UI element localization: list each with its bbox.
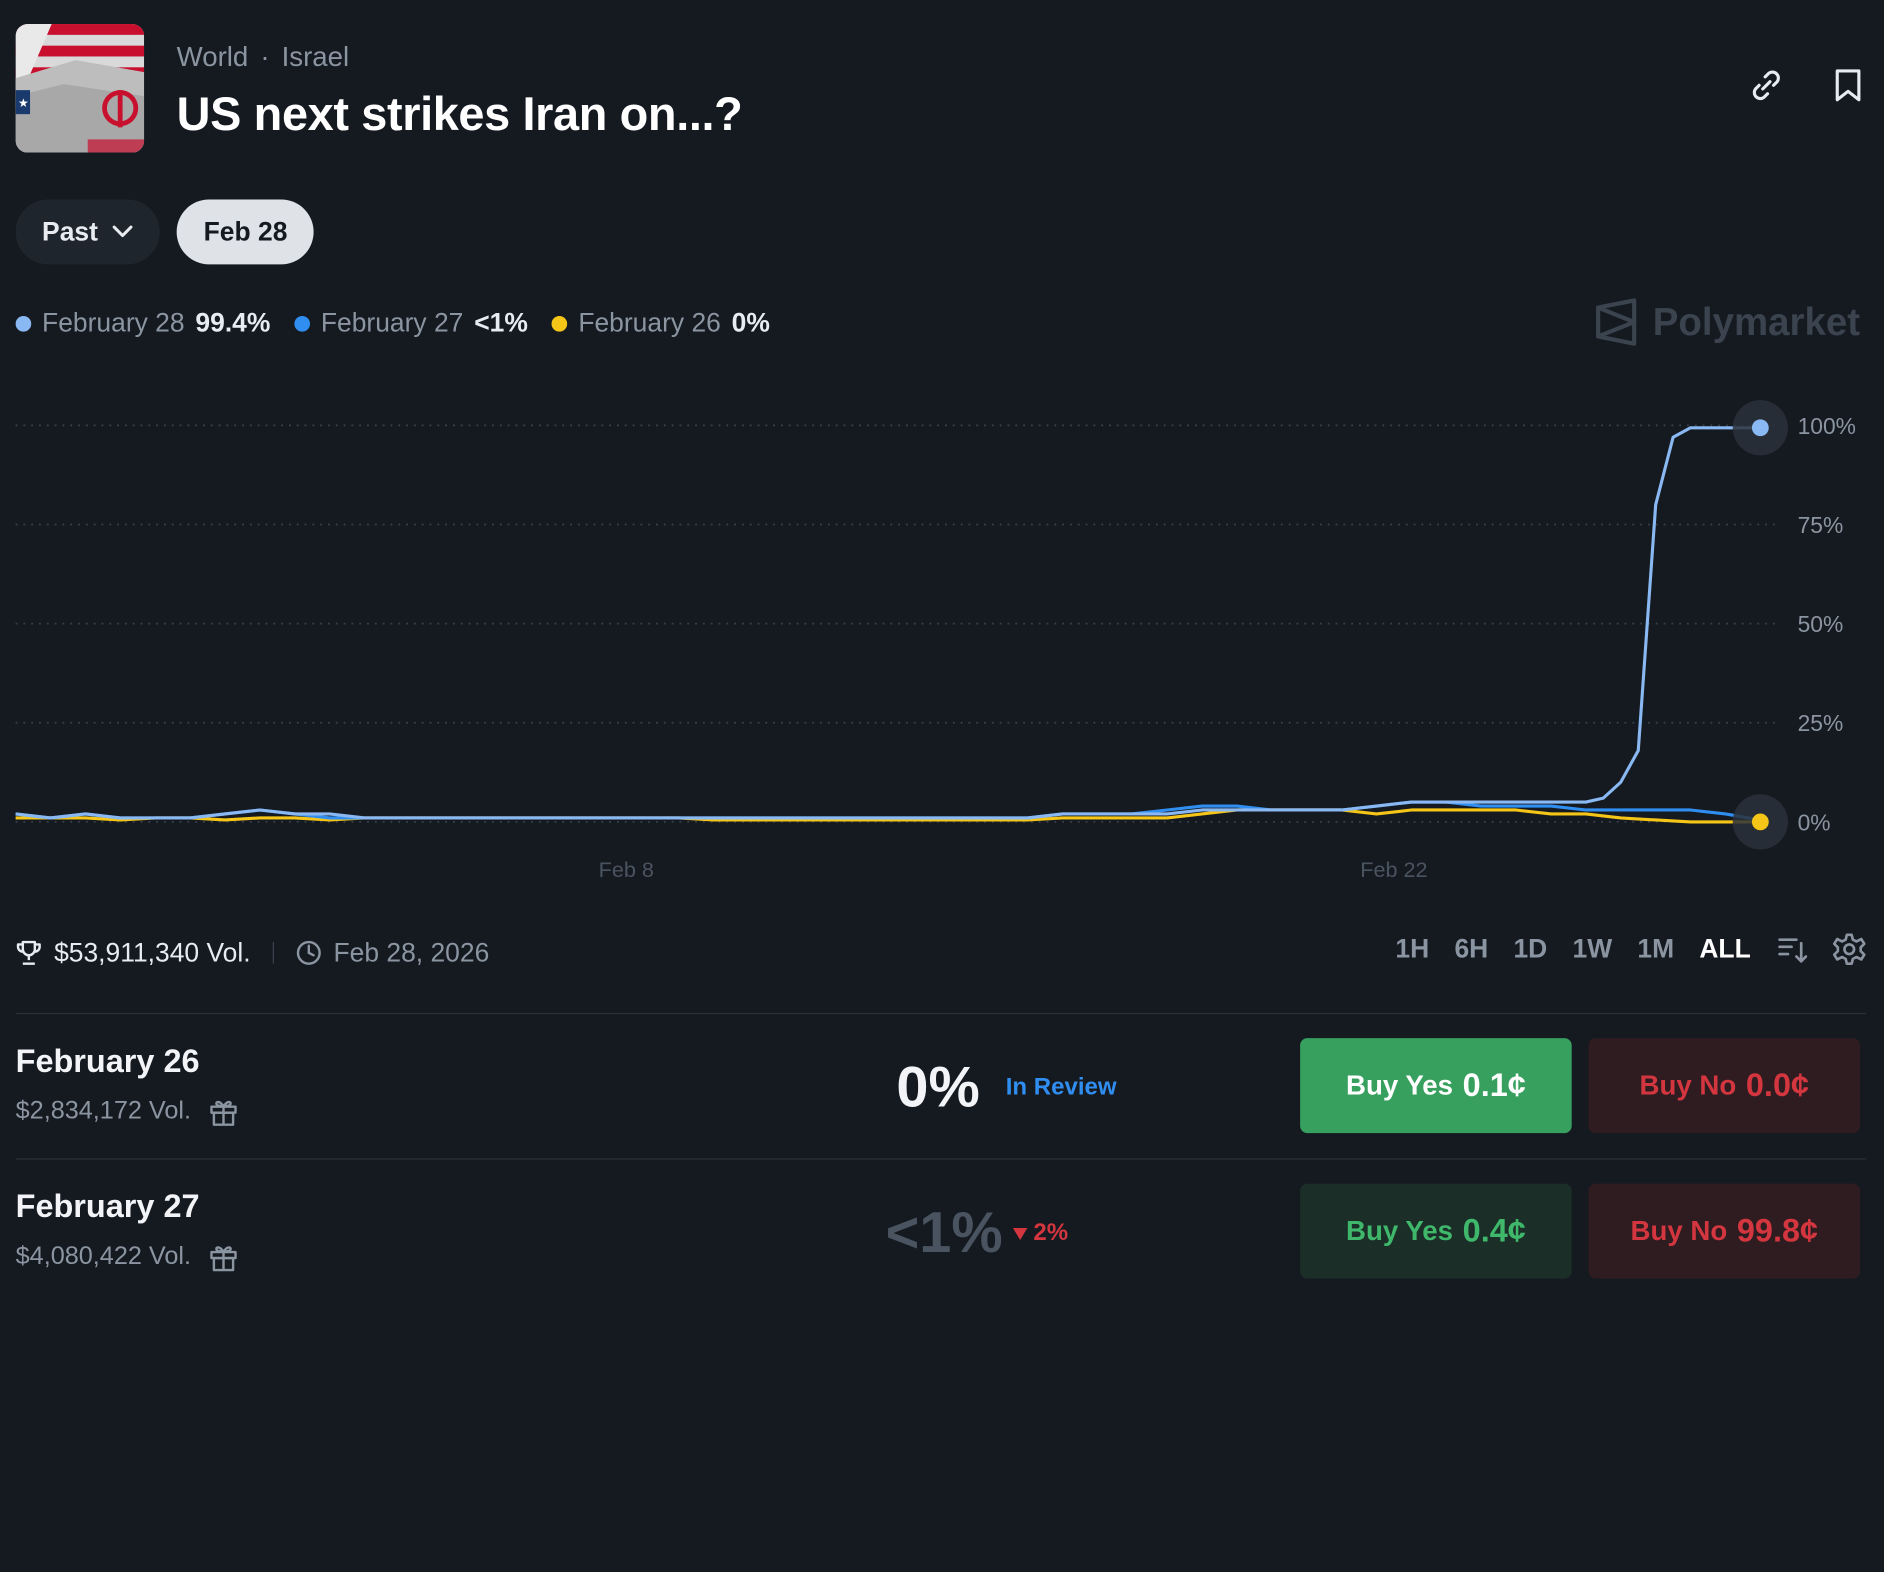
legend-item: February 28 99.4% (15, 307, 271, 339)
outcome-volume-value: $2,834,172 Vol. (15, 1097, 192, 1125)
outcome-percent: 0% (896, 1056, 980, 1120)
x-tick-label: Feb 8 (599, 857, 654, 882)
change-value: 2% (1033, 1219, 1069, 1247)
outcome-name: February 27 (15, 1188, 200, 1225)
chart-svg[interactable]: 100% 75% 50% 25% 0% Feb 8 Feb 22 (0, 385, 1884, 890)
y-tick-label: 0% (1798, 809, 1831, 835)
buy-yes-price: 0.4¢ (1462, 1212, 1526, 1249)
legend-value: 0% (731, 307, 770, 338)
time-range-selector: 1H 6H 1D 1W 1M ALL (1395, 932, 1866, 966)
bookmark-button[interactable] (1830, 67, 1866, 103)
buy-yes-label: Buy Yes (1345, 1069, 1454, 1101)
outcome-volume-value: $4,080,422 Vol. (15, 1242, 192, 1271)
polymarket-watermark: Polymarket (1595, 298, 1860, 346)
breadcrumb-separator: · (260, 40, 270, 73)
gift-icon[interactable] (208, 1241, 239, 1272)
end-date: Feb 28, 2026 (333, 937, 490, 968)
total-volume: $53,911,340 Vol. (54, 937, 251, 968)
chevron-down-icon (113, 225, 134, 238)
outcome-row-february-27[interactable]: February 27 $4,080,422 Vol. <1% 2% Buy Y… (15, 1158, 1867, 1303)
chart-legend: February 28 99.4% February 27 <1% Februa… (15, 307, 770, 339)
stats-bar: $53,911,340 Vol. Feb 28, 2026 1H 6H 1D 1… (16, 932, 1866, 973)
legend-name: February 27 (320, 307, 464, 338)
legend-swatch (551, 315, 568, 332)
gift-icon[interactable] (208, 1096, 239, 1127)
past-dropdown[interactable]: Past (15, 199, 161, 265)
buy-no-price: 0.0¢ (1745, 1067, 1810, 1104)
settings-button[interactable] (1832, 932, 1866, 966)
buy-no-price: 99.8¢ (1736, 1212, 1819, 1249)
series-line (15, 426, 1761, 820)
triangle-down-icon (1012, 1227, 1028, 1240)
date-pill-feb-28[interactable]: Feb 28 (177, 199, 314, 265)
volume-stat: $53,911,340 Vol. (16, 937, 251, 968)
range-all[interactable]: ALL (1699, 933, 1751, 964)
date-pill-label: Feb 28 (203, 216, 288, 247)
y-tick-label: 75% (1798, 512, 1844, 538)
date-filters: Past Feb 28 (15, 199, 314, 265)
y-tick-label: 100% (1798, 413, 1856, 439)
brand-name: Polymarket (1652, 299, 1861, 344)
range-1w[interactable]: 1W (1572, 933, 1613, 964)
buy-yes-price: 0.1¢ (1462, 1067, 1526, 1104)
series-line (15, 808, 1761, 824)
outcome-name: February 26 (15, 1042, 200, 1080)
buy-no-button[interactable]: Buy No 99.8¢ (1588, 1183, 1861, 1279)
market-image: ★ (15, 24, 145, 153)
change-badge: 2% (1012, 1220, 1068, 1248)
x-tick-label: Feb 22 (1360, 857, 1427, 882)
outcome-volume: $2,834,172 Vol. (16, 1096, 239, 1127)
link-icon (1752, 70, 1780, 101)
trophy-icon (16, 940, 41, 965)
svg-text:★: ★ (18, 96, 29, 110)
legend-swatch (15, 315, 32, 332)
buy-yes-button[interactable]: Buy Yes 0.1¢ (1300, 1038, 1572, 1134)
legend-value: 99.4% (195, 307, 271, 338)
clock-icon (296, 940, 321, 965)
legend-name: February 26 (578, 307, 721, 338)
buy-no-label: Buy No (1630, 1214, 1728, 1247)
breadcrumb-category[interactable]: World (176, 40, 249, 73)
market-header: ★ World · Israel US next strikes Iran on… (15, 24, 1866, 154)
y-tick-label: 25% (1798, 710, 1844, 736)
divider (272, 942, 274, 964)
buy-yes-button[interactable]: Buy Yes 0.4¢ (1300, 1183, 1572, 1279)
legend-name: February 28 (42, 307, 185, 338)
polymarket-logo-icon (1596, 298, 1637, 346)
end-date-stat: Feb 28, 2026 (295, 937, 489, 968)
end-marker (1751, 419, 1769, 437)
legend-swatch (294, 315, 311, 332)
past-label: Past (42, 216, 98, 247)
range-6h[interactable]: 6H (1454, 933, 1489, 964)
bookmark-icon (1835, 69, 1861, 102)
end-marker (1751, 813, 1769, 831)
price-chart[interactable]: 100% 75% 50% 25% 0% Feb 8 Feb 22 (0, 385, 1884, 890)
range-1d[interactable]: 1D (1513, 933, 1548, 964)
sort-button[interactable] (1776, 934, 1808, 965)
sort-icon (1778, 938, 1808, 963)
outcome-row-february-26[interactable]: February 26 $2,834,172 Vol. 0% In Review… (15, 1012, 1867, 1158)
breadcrumb: World · Israel (177, 41, 350, 73)
gear-icon (1832, 933, 1866, 966)
legend-item: February 27 <1% (294, 307, 528, 339)
y-tick-label: 50% (1798, 611, 1844, 637)
in-review-badge: In Review (1005, 1074, 1117, 1101)
buy-yes-label: Buy Yes (1345, 1214, 1454, 1247)
range-1h[interactable]: 1H (1395, 933, 1430, 964)
outcome-percent: <1% (885, 1201, 1003, 1266)
market-title: US next strikes Iran on...? (176, 88, 743, 141)
legend-item: February 26 0% (551, 307, 770, 339)
buy-no-button[interactable]: Buy No 0.0¢ (1588, 1038, 1861, 1134)
range-1m[interactable]: 1M (1637, 933, 1675, 964)
copy-link-button[interactable] (1748, 67, 1784, 103)
legend-value: <1% (474, 307, 528, 338)
outcome-volume: $4,080,422 Vol. (16, 1241, 239, 1272)
breadcrumb-subcategory[interactable]: Israel (281, 40, 350, 73)
buy-no-label: Buy No (1639, 1069, 1737, 1101)
